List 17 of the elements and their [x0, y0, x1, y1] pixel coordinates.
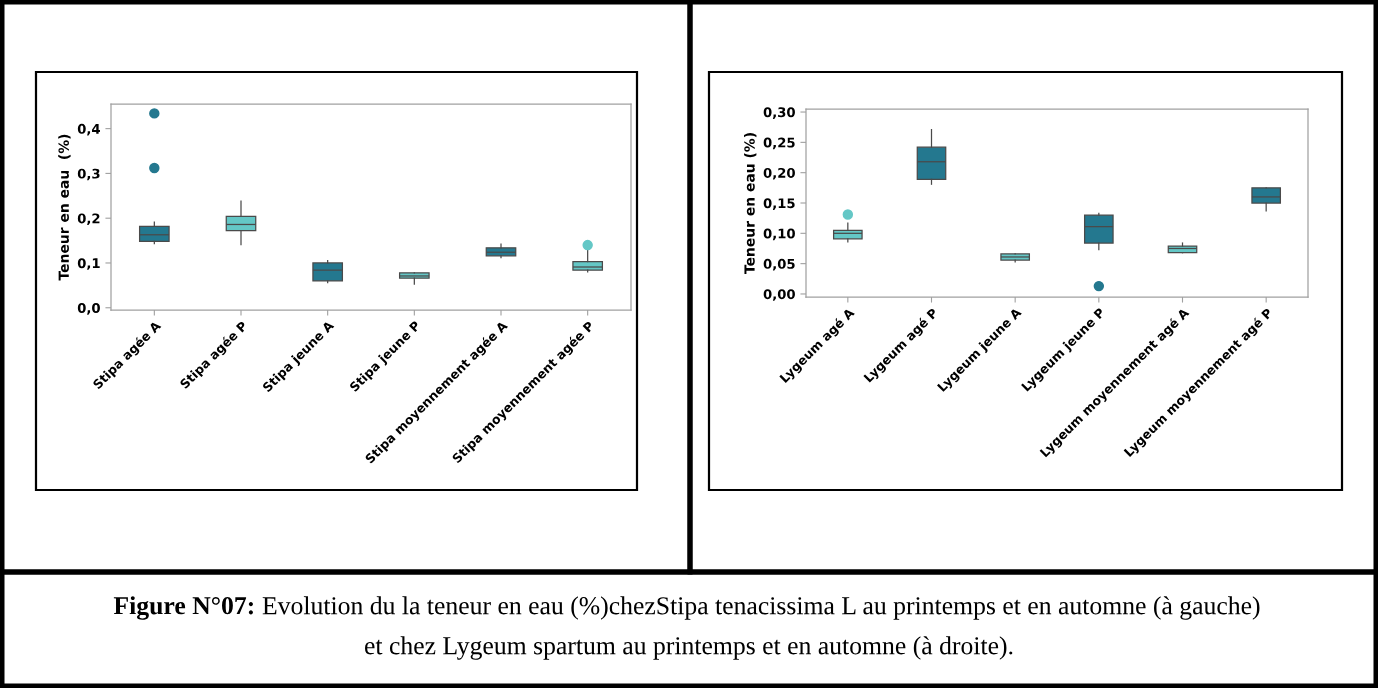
y-tick-label: 0,15 [763, 198, 795, 210]
y-tick-label: 0,1 [77, 258, 100, 270]
y-tick-label: 0,20 [763, 167, 795, 180]
text: et chez Lygeum spartum au printemps et en automne (à droite). [365, 636, 1013, 660]
y-axis-title: Teneur en eau (%) [58, 134, 71, 281]
y-tick-label: 0,10 [763, 228, 795, 241]
y-tick-label: 0,30 [763, 107, 795, 119]
y-tick-label: 0,00 [763, 289, 795, 301]
y-tick-label: 0,2 [77, 213, 100, 226]
y-tick-label: 0,4 [77, 123, 100, 136]
y-axis-title: Teneur en eau (%) [744, 133, 757, 275]
y-tick-label: 0,05 [763, 258, 795, 271]
y-tick-label: 0,25 [763, 137, 795, 150]
text: Evolution du la teneur en eau (%)chezStipa tenacissima L au printemps et en automne (à gauche) [262, 596, 1260, 620]
y-tick-label: 0,3 [77, 168, 100, 181]
y-tick-label: 0,0 [77, 302, 100, 315]
text: Figure N°07: [113, 596, 253, 620]
